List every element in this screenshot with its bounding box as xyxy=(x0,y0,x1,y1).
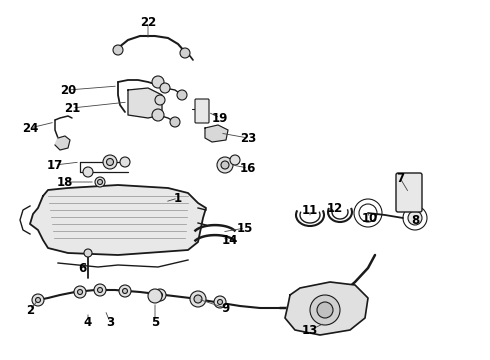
Circle shape xyxy=(310,295,340,325)
Circle shape xyxy=(152,109,164,121)
Text: 22: 22 xyxy=(140,15,156,28)
Circle shape xyxy=(77,289,82,294)
Text: 3: 3 xyxy=(106,315,114,328)
Text: 4: 4 xyxy=(84,315,92,328)
Circle shape xyxy=(152,76,164,88)
Text: 9: 9 xyxy=(221,302,229,315)
Text: 18: 18 xyxy=(57,176,73,189)
Circle shape xyxy=(95,177,105,187)
Text: 14: 14 xyxy=(222,234,238,247)
Text: 21: 21 xyxy=(64,102,80,114)
FancyBboxPatch shape xyxy=(195,99,209,123)
Circle shape xyxy=(221,161,229,169)
Text: 8: 8 xyxy=(411,213,419,226)
Text: 13: 13 xyxy=(302,324,318,337)
Circle shape xyxy=(408,211,422,225)
Circle shape xyxy=(35,297,41,302)
Text: 15: 15 xyxy=(237,221,253,234)
Circle shape xyxy=(170,117,180,127)
Text: 7: 7 xyxy=(396,171,404,185)
Polygon shape xyxy=(205,125,228,142)
Circle shape xyxy=(103,155,117,169)
Text: 12: 12 xyxy=(327,202,343,215)
Text: 6: 6 xyxy=(78,261,86,274)
Circle shape xyxy=(120,157,130,167)
Polygon shape xyxy=(30,185,206,255)
Circle shape xyxy=(218,300,222,305)
Circle shape xyxy=(106,158,114,166)
Circle shape xyxy=(98,180,102,185)
Circle shape xyxy=(177,90,187,100)
Circle shape xyxy=(122,288,127,293)
Circle shape xyxy=(94,284,106,296)
Circle shape xyxy=(84,249,92,257)
Circle shape xyxy=(113,45,123,55)
Polygon shape xyxy=(128,88,162,118)
Text: 16: 16 xyxy=(240,162,256,175)
Circle shape xyxy=(180,48,190,58)
Circle shape xyxy=(98,288,102,292)
Circle shape xyxy=(214,296,226,308)
Text: 11: 11 xyxy=(302,203,318,216)
Text: 17: 17 xyxy=(47,158,63,171)
Circle shape xyxy=(83,167,93,177)
Circle shape xyxy=(194,295,202,303)
Circle shape xyxy=(317,302,333,318)
Text: 1: 1 xyxy=(174,192,182,204)
FancyBboxPatch shape xyxy=(396,173,422,212)
Polygon shape xyxy=(285,282,368,335)
Text: 2: 2 xyxy=(26,303,34,316)
Circle shape xyxy=(154,289,166,301)
Text: 19: 19 xyxy=(212,112,228,125)
Text: 20: 20 xyxy=(60,84,76,96)
Text: 10: 10 xyxy=(362,212,378,225)
Circle shape xyxy=(32,294,44,306)
Circle shape xyxy=(157,292,163,297)
Text: 5: 5 xyxy=(151,315,159,328)
Circle shape xyxy=(155,95,165,105)
Circle shape xyxy=(217,157,233,173)
Circle shape xyxy=(230,155,240,165)
Circle shape xyxy=(119,285,131,297)
Text: 24: 24 xyxy=(22,122,38,135)
Circle shape xyxy=(160,83,170,93)
Polygon shape xyxy=(55,136,70,150)
Circle shape xyxy=(74,286,86,298)
Circle shape xyxy=(148,289,162,303)
Text: 23: 23 xyxy=(240,131,256,144)
Circle shape xyxy=(190,291,206,307)
